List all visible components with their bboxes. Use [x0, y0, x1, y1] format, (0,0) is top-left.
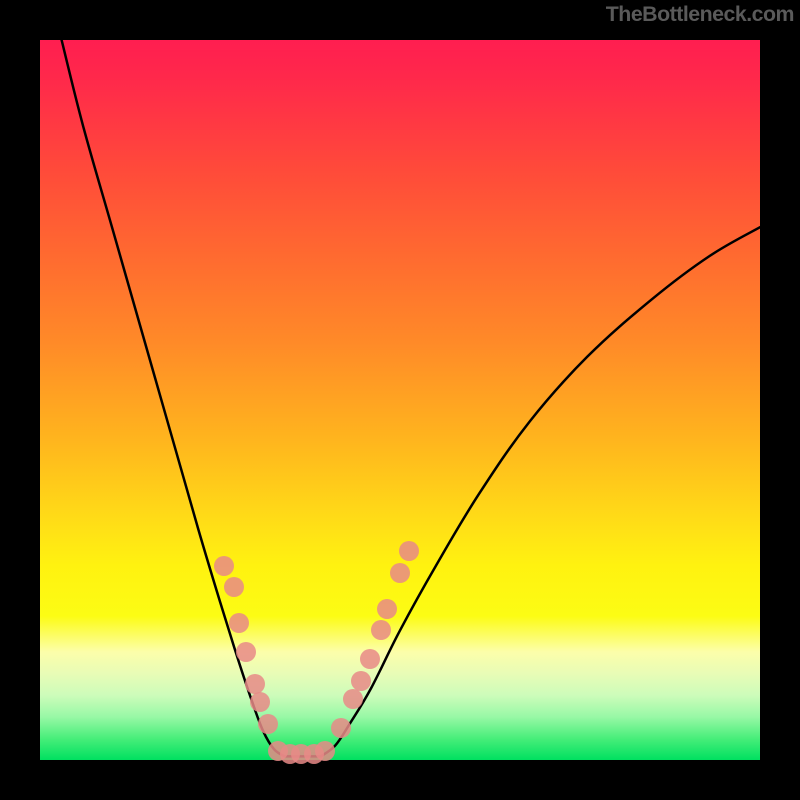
markers-layer: [40, 40, 760, 760]
data-marker: [360, 649, 380, 669]
data-marker: [236, 642, 256, 662]
data-marker: [214, 556, 234, 576]
data-marker: [258, 714, 278, 734]
data-marker: [351, 671, 371, 691]
data-marker: [331, 718, 351, 738]
data-marker: [390, 563, 410, 583]
plot-area: [40, 40, 760, 760]
watermark-text: TheBottleneck.com: [606, 2, 794, 27]
data-marker: [224, 577, 244, 597]
data-marker: [371, 620, 391, 640]
data-marker: [229, 613, 249, 633]
data-marker: [343, 689, 363, 709]
data-marker: [315, 741, 335, 761]
data-marker: [377, 599, 397, 619]
data-marker: [250, 692, 270, 712]
data-marker: [245, 674, 265, 694]
data-marker: [399, 541, 419, 561]
